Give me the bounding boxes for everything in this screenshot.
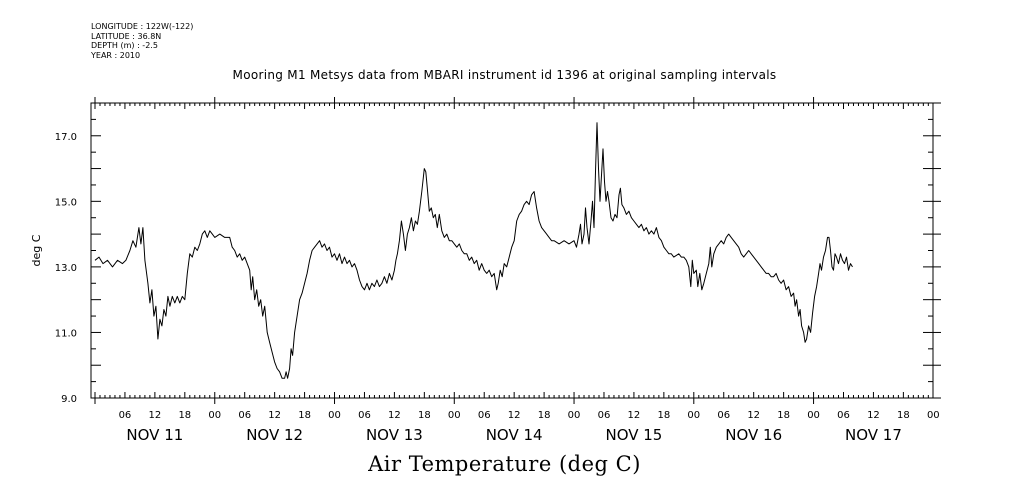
- x-day-label: NOV 12: [246, 426, 303, 444]
- air-temperature-series: [94, 122, 853, 379]
- depth-label: DEPTH (m) : -2.5: [91, 41, 158, 50]
- x-tick-label: 12: [268, 410, 281, 421]
- x-tick-label: 06: [119, 410, 132, 421]
- y-tick-label: 15.0: [55, 197, 77, 208]
- x-tick-label: 18: [538, 410, 551, 421]
- x-axis-title: Air Temperature (deg C): [368, 452, 641, 476]
- x-tick-label: 12: [628, 410, 641, 421]
- y-tick-label: 9.0: [61, 394, 77, 405]
- x-tick-label: 06: [837, 410, 850, 421]
- metadata-block: LONGITUDE : 122W(-122) LATITUDE : 36.8N …: [91, 22, 193, 60]
- x-tick-label: 18: [657, 410, 670, 421]
- x-day-label: NOV 13: [366, 426, 423, 444]
- x-tick-label: 12: [149, 410, 162, 421]
- x-tick-label: 06: [717, 410, 730, 421]
- x-tick-label: 18: [418, 410, 431, 421]
- x-tick-label: 00: [927, 410, 940, 421]
- year-label: YEAR : 2010: [91, 50, 141, 60]
- x-tick-label: 00: [328, 410, 341, 421]
- x-day-label: NOV 14: [486, 426, 543, 444]
- x-tick-label: 12: [747, 410, 760, 421]
- x-tick-label: 18: [777, 410, 790, 421]
- x-tick-label: 00: [208, 410, 221, 421]
- y-axis-title: deg C: [30, 234, 43, 266]
- latitude-label: LATITUDE : 36.8N: [91, 31, 162, 41]
- longitude-label: LONGITUDE : 122W(-122): [91, 22, 194, 31]
- x-tick-label: 18: [897, 410, 910, 421]
- x-tick-label: 00: [687, 410, 700, 421]
- x-tick-label: 12: [508, 410, 521, 421]
- x-tick-label: 00: [807, 410, 820, 421]
- x-tick-label: 06: [478, 410, 491, 421]
- x-tick-label: 00: [568, 410, 581, 421]
- y-tick-label: 11.0: [55, 328, 77, 339]
- x-tick-label: 18: [178, 410, 191, 421]
- x-tick-label: 00: [448, 410, 461, 421]
- plot-frame: [90, 102, 934, 399]
- x-tick-label: 18: [298, 410, 311, 421]
- x-tick-label: 12: [388, 410, 401, 421]
- x-day-label: NOV 17: [845, 426, 902, 444]
- x-tick-label: 06: [358, 410, 371, 421]
- x-day-label: NOV 16: [725, 426, 782, 444]
- x-day-label: NOV 11: [126, 426, 183, 444]
- y-tick-label: 17.0: [55, 132, 77, 143]
- x-tick-label: 12: [867, 410, 880, 421]
- x-tick-label: 06: [238, 410, 251, 421]
- x-day-label: NOV 15: [605, 426, 662, 444]
- chart-title: Mooring M1 Metsys data from MBARI instru…: [232, 68, 777, 82]
- y-tick-label: 13.0: [55, 263, 77, 274]
- x-tick-label: 06: [598, 410, 611, 421]
